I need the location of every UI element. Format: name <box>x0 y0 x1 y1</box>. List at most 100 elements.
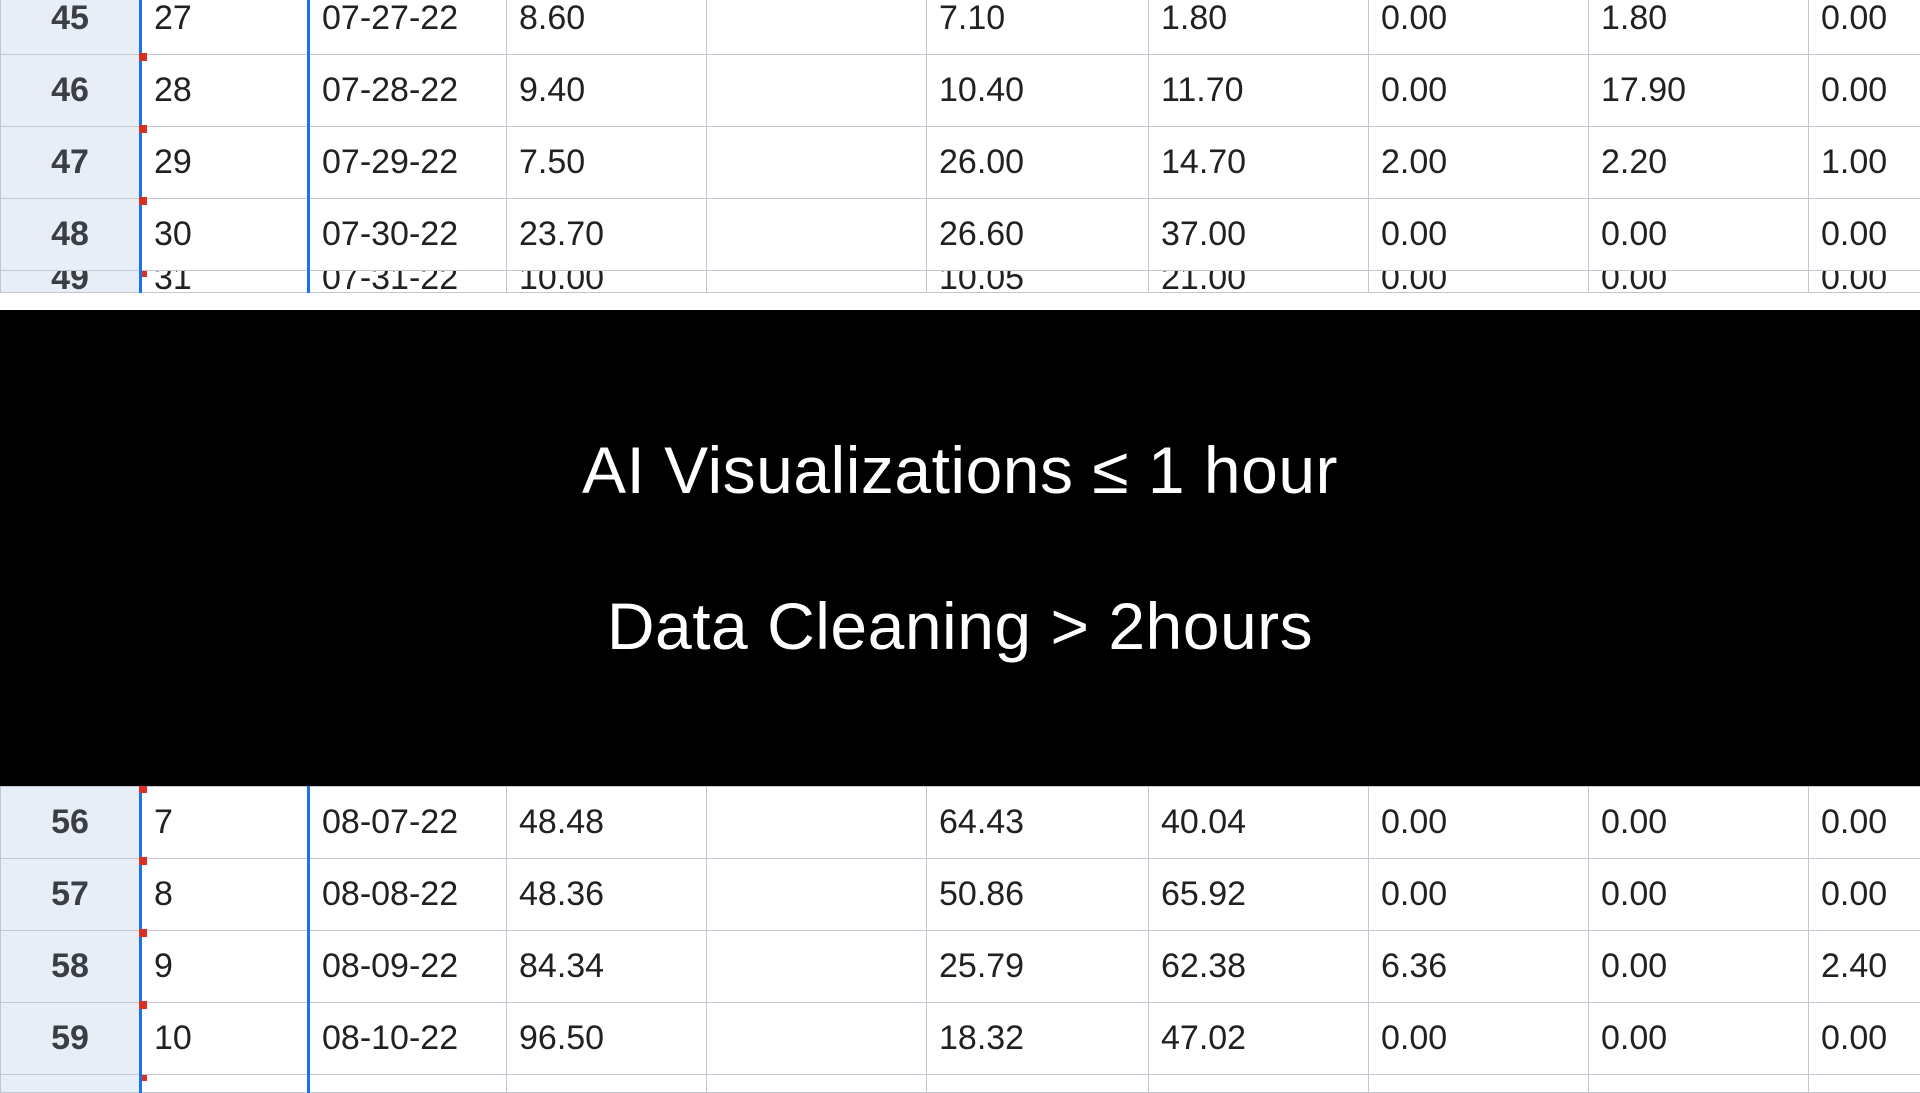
cell[interactable]: 08-07-22 <box>309 787 507 859</box>
cell[interactable]: 0.00 <box>1589 1003 1809 1075</box>
cell[interactable] <box>707 127 927 199</box>
cell[interactable]: 7 <box>141 787 309 859</box>
row-number[interactable]: 58 <box>1 931 141 1003</box>
cell[interactable]: 7.10 <box>927 0 1149 55</box>
cell[interactable] <box>707 1075 927 1093</box>
cell[interactable]: 0.00 <box>1369 199 1589 271</box>
cell[interactable] <box>707 1003 927 1075</box>
row-number[interactable]: 57 <box>1 859 141 931</box>
cell[interactable]: 08-10-22 <box>309 1003 507 1075</box>
cell[interactable] <box>927 1075 1149 1093</box>
row-number[interactable]: 56 <box>1 787 141 859</box>
cell[interactable]: 40.04 <box>1149 787 1369 859</box>
cell[interactable]: 26.00 <box>927 127 1149 199</box>
cell[interactable] <box>309 1075 507 1093</box>
cell[interactable]: 0.00 <box>1589 199 1809 271</box>
cell[interactable]: 6.36 <box>1369 931 1589 1003</box>
cell[interactable]: 07-27-22 <box>309 0 507 55</box>
cell[interactable] <box>707 859 927 931</box>
cell[interactable]: 9.40 <box>507 55 707 127</box>
cell[interactable]: 18.32 <box>927 1003 1149 1075</box>
cell[interactable]: 1.00 <box>1809 127 1920 199</box>
row-number[interactable] <box>1 1075 141 1093</box>
cell[interactable]: 96.50 <box>507 1003 707 1075</box>
cell[interactable]: 0.00 <box>1809 1003 1920 1075</box>
cell[interactable]: 0.00 <box>1809 859 1920 931</box>
cell[interactable]: 0.00 <box>1369 55 1589 127</box>
cell[interactable] <box>707 0 927 55</box>
cell[interactable]: 23.70 <box>507 199 707 271</box>
cell[interactable]: 31 <box>141 271 309 293</box>
cell[interactable] <box>1149 1075 1369 1093</box>
cell[interactable] <box>1589 1075 1809 1093</box>
row-number[interactable]: 47 <box>1 127 141 199</box>
cell[interactable]: 0.00 <box>1369 859 1589 931</box>
row-number[interactable]: 48 <box>1 199 141 271</box>
cell[interactable]: 07-29-22 <box>309 127 507 199</box>
cell[interactable]: 08-08-22 <box>309 859 507 931</box>
cell[interactable]: 65.92 <box>1149 859 1369 931</box>
cell[interactable] <box>707 55 927 127</box>
cell[interactable]: 0.00 <box>1589 931 1809 1003</box>
cell[interactable]: 7.50 <box>507 127 707 199</box>
cell[interactable]: 0.00 <box>1809 55 1920 127</box>
cell[interactable] <box>707 931 927 1003</box>
row-number[interactable]: 45 <box>1 0 141 55</box>
cell[interactable]: 0.00 <box>1809 271 1920 293</box>
cell[interactable]: 8 <box>141 859 309 931</box>
cell[interactable]: 14.70 <box>1149 127 1369 199</box>
cell[interactable]: 9 <box>141 931 309 1003</box>
cell[interactable]: 0.00 <box>1809 199 1920 271</box>
cell[interactable] <box>707 199 927 271</box>
cell[interactable]: 0.00 <box>1589 787 1809 859</box>
row-number[interactable]: 59 <box>1 1003 141 1075</box>
cell[interactable] <box>707 787 927 859</box>
cell[interactable]: 07-30-22 <box>309 199 507 271</box>
cell[interactable]: 0.00 <box>1809 0 1920 55</box>
cell[interactable]: 0.00 <box>1589 271 1809 293</box>
cell[interactable]: 0.00 <box>1589 859 1809 931</box>
cell[interactable]: 0.00 <box>1369 787 1589 859</box>
cell[interactable] <box>1809 1075 1920 1093</box>
cell[interactable]: 84.34 <box>507 931 707 1003</box>
cell[interactable]: 47.02 <box>1149 1003 1369 1075</box>
cell[interactable]: 62.38 <box>1149 931 1369 1003</box>
cell[interactable]: 0.00 <box>1369 271 1589 293</box>
cell[interactable]: 2.20 <box>1589 127 1809 199</box>
cell[interactable]: 1.80 <box>1589 0 1809 55</box>
cell[interactable] <box>707 271 927 293</box>
cell[interactable]: 21.00 <box>1149 271 1369 293</box>
cell[interactable]: 0.00 <box>1809 787 1920 859</box>
cell[interactable]: 27 <box>141 0 309 55</box>
cell[interactable]: 48.48 <box>507 787 707 859</box>
cell[interactable]: 50.86 <box>927 859 1149 931</box>
cell[interactable]: 37.00 <box>1149 199 1369 271</box>
cell[interactable]: 8.60 <box>507 0 707 55</box>
cell[interactable]: 26.60 <box>927 199 1149 271</box>
cell[interactable] <box>507 1075 707 1093</box>
row-number[interactable]: 46 <box>1 55 141 127</box>
cell[interactable]: 17.90 <box>1589 55 1809 127</box>
row-number[interactable]: 49 <box>1 271 141 293</box>
cell[interactable]: 07-28-22 <box>309 55 507 127</box>
cell[interactable]: 07-31-22 <box>309 271 507 293</box>
cell[interactable]: 0.00 <box>1369 0 1589 55</box>
cell[interactable]: 29 <box>141 127 309 199</box>
cell[interactable]: 10.00 <box>507 271 707 293</box>
cell[interactable]: 2.40 <box>1809 931 1920 1003</box>
cell[interactable]: 10.05 <box>927 271 1149 293</box>
cell[interactable]: 28 <box>141 55 309 127</box>
cell[interactable]: 30 <box>141 199 309 271</box>
cell[interactable]: 2.00 <box>1369 127 1589 199</box>
cell[interactable]: 25.79 <box>927 931 1149 1003</box>
cell[interactable] <box>141 1075 309 1093</box>
cell[interactable]: 10.40 <box>927 55 1149 127</box>
cell[interactable]: 10 <box>141 1003 309 1075</box>
cell[interactable]: 08-09-22 <box>309 931 507 1003</box>
cell[interactable]: 0.00 <box>1369 1003 1589 1075</box>
cell[interactable]: 64.43 <box>927 787 1149 859</box>
cell[interactable]: 11.70 <box>1149 55 1369 127</box>
cell[interactable]: 1.80 <box>1149 0 1369 55</box>
cell[interactable]: 48.36 <box>507 859 707 931</box>
cell[interactable] <box>1369 1075 1589 1093</box>
